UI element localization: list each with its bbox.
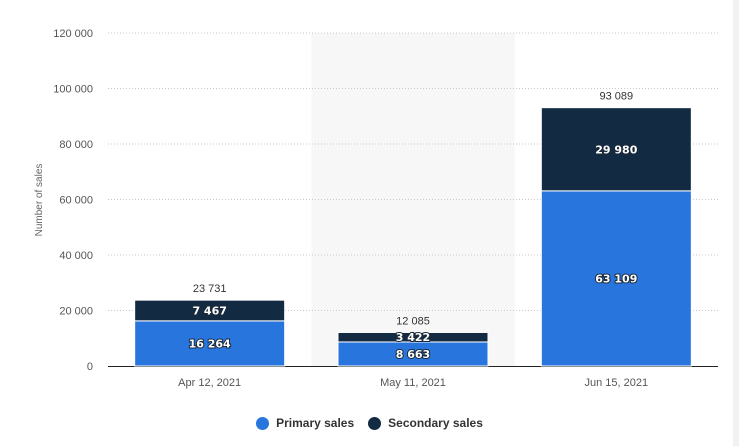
- y-tick-label: 100 000: [53, 84, 93, 96]
- y-tick-label: 40 000: [59, 250, 93, 262]
- data-label-secondary-sales: 3 422: [396, 331, 430, 344]
- legend-item-secondary-sales[interactable]: Secondary sales: [368, 416, 483, 430]
- y-tick-label: 80 000: [59, 139, 93, 151]
- legend-label-primary-sales: Primary sales: [276, 416, 355, 430]
- data-label-secondary-sales: 7 467: [192, 305, 226, 318]
- y-tick-label: 60 000: [59, 195, 93, 207]
- total-label: 12 085: [396, 315, 430, 327]
- total-label: 93 089: [600, 91, 634, 103]
- legend-item-primary-sales[interactable]: Primary sales: [256, 416, 354, 430]
- bar-secondary-sales: [337, 331, 489, 343]
- bar-secondary-sales: [134, 299, 286, 322]
- x-tick-label: May 11, 2021: [380, 377, 446, 389]
- x-tick-label: Jun 15, 2021: [585, 377, 649, 389]
- bar-primary-sales: [337, 341, 489, 367]
- y-tick-label: 0: [87, 361, 93, 373]
- data-label-primary-sales: 8 663: [396, 348, 430, 361]
- bar-primary-sales: [134, 320, 286, 367]
- data-label-primary-sales: 63 109: [595, 272, 637, 285]
- legend-label-secondary-sales: Secondary sales: [388, 416, 483, 430]
- y-tick-label: 120 000: [53, 28, 93, 40]
- legend: Primary sales Secondary sales: [0, 412, 739, 434]
- stacked-bar-chart: 0 20 000 40 000 60 000 80 000 100 000 120 000 1…: [34, 28, 718, 389]
- total-label: 23 731: [193, 283, 227, 295]
- legend-marker-secondary-sales: [368, 416, 382, 430]
- legend-marker-primary-sales: [256, 416, 270, 430]
- data-label-secondary-sales: 29 980: [595, 143, 637, 156]
- y-axis-title: Number of sales: [34, 164, 45, 237]
- bar-secondary-sales: [540, 107, 692, 192]
- x-tick-label: Apr 12, 2021: [178, 377, 241, 389]
- y-tick-label: 20 000: [59, 306, 93, 318]
- data-label-primary-sales: 16 264: [189, 337, 231, 350]
- scrollbar-track: [733, 0, 739, 446]
- bar-primary-sales: [540, 190, 692, 367]
